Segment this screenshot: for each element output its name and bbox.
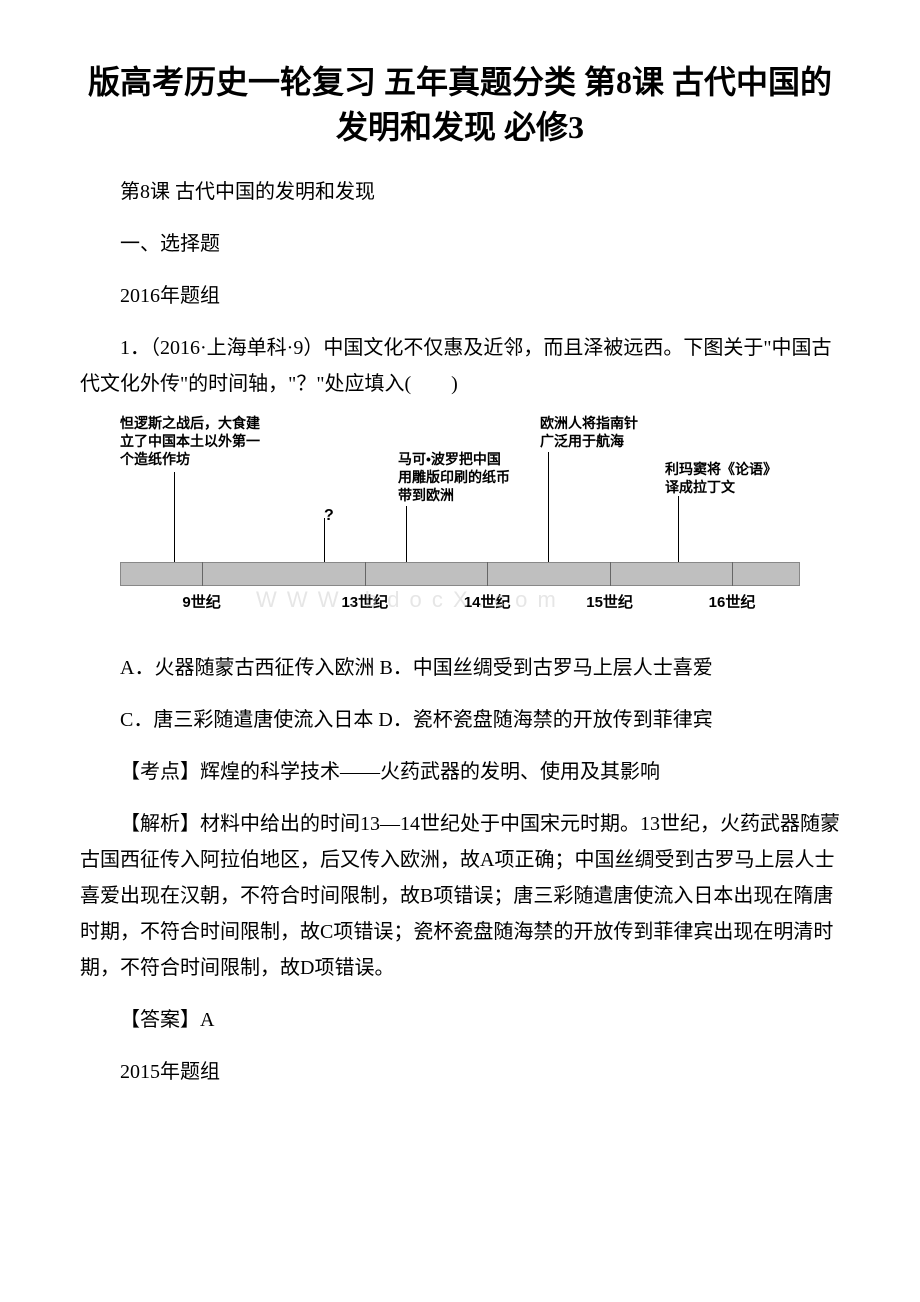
option-row-ab: A．火器随蒙古西征传入欧洲 B．中国丝绸受到古罗马上层人士喜爱	[80, 650, 840, 686]
lesson-subtitle: 第8课 古代中国的发明和发现	[80, 174, 840, 210]
callout-connector-line	[324, 518, 325, 562]
question-1-text: 1．（2016·上海单科·9）中国文化不仅惠及近邻，而且泽被远西。下图关于"中国…	[80, 330, 840, 402]
timeline-callout: 利玛窦将《论语》译成拉丁文	[665, 460, 777, 496]
kaodian: 【考点】辉煌的科学技术——火药武器的发明、使用及其影响	[80, 754, 840, 790]
year-2015-heading: 2015年题组	[80, 1054, 840, 1090]
timeline-question-mark: ?	[324, 502, 334, 531]
timeline-century-label: 16世纪	[709, 589, 756, 616]
timeline-diagram: 9世纪13世纪14世纪15世纪16世纪怛逻斯之战后，大食建立了中国本土以外第一个…	[120, 414, 800, 634]
watermark-text: W W W . b d o c X . c o m	[256, 580, 558, 620]
callout-connector-line	[174, 472, 175, 562]
daan: 【答案】A	[80, 1002, 840, 1038]
timeline-tick	[202, 562, 203, 586]
timeline-tick	[610, 562, 611, 586]
option-row-cd: C．唐三彩随遣唐使流入日本 D．瓷杯瓷盘随海禁的开放传到菲律宾	[80, 702, 840, 738]
timeline-century-label: 15世纪	[586, 589, 633, 616]
year-2016-heading: 2016年题组	[80, 278, 840, 314]
page-title: 版高考历史一轮复习 五年真题分类 第8课 古代中国的发明和发现 必修3	[80, 60, 840, 150]
section-heading: 一、选择题	[80, 226, 840, 262]
callout-connector-line	[548, 452, 549, 562]
timeline-callout: 欧洲人将指南针广泛用于航海	[540, 414, 638, 450]
callout-connector-line	[406, 506, 407, 562]
callout-connector-line	[678, 496, 679, 562]
jiexi: 【解析】材料中给出的时间13—14世纪处于中国宋元时期。13世纪，火药武器随蒙古…	[80, 806, 840, 986]
timeline-callout: 马可•波罗把中国用雕版印刷的纸币带到欧洲	[398, 450, 510, 505]
timeline-tick	[732, 562, 733, 586]
timeline-century-label: 9世纪	[182, 589, 220, 616]
timeline-callout: 怛逻斯之战后，大食建立了中国本土以外第一个造纸作坊	[120, 414, 260, 469]
